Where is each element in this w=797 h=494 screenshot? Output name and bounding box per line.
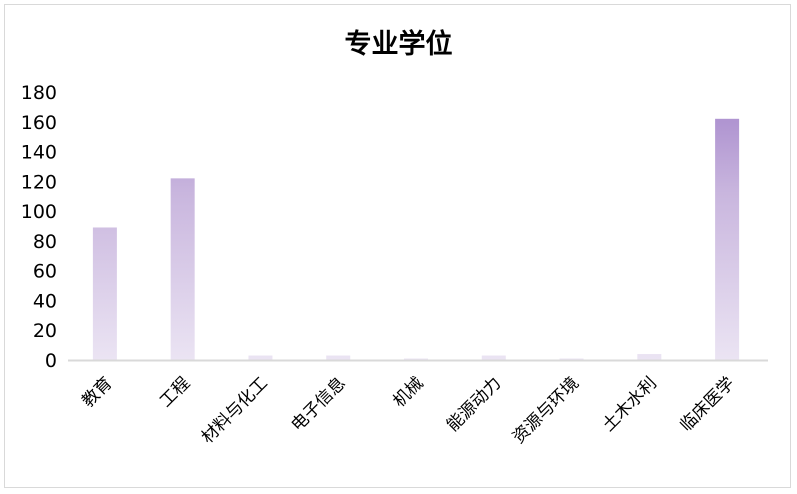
x-tick-label: 材料与化工 [198,373,272,447]
bar [404,358,428,360]
x-tick-label: 能源动力 [443,373,505,435]
y-tick-label: 40 [33,290,57,312]
bar [637,354,662,360]
y-tick-label: 20 [33,320,57,342]
bar [248,355,273,360]
y-tick-label: 0 [45,350,57,372]
x-tick-label: 教育 [78,373,116,411]
y-tick-label: 60 [33,261,57,283]
x-tick-label: 机械 [389,373,427,411]
y-tick-label: 160 [21,112,57,134]
bar [170,178,195,360]
y-tick-label: 80 [33,231,57,253]
x-tick-label: 资源与环境 [509,373,583,447]
bar [481,355,506,360]
bar [92,227,117,360]
y-tick-label: 140 [21,142,57,164]
x-tick-label: 工程 [156,373,194,411]
bar [326,355,351,360]
bar [559,358,584,360]
x-tick-label: 电子信息 [288,373,350,435]
y-tick-label: 100 [21,201,57,223]
y-tick-label: 180 [21,82,57,104]
bar [715,118,740,360]
x-tick-label: 土木水利 [599,373,661,435]
chart-title: 专业学位 [344,29,453,60]
y-tick-label: 120 [21,171,57,193]
chart-frame [4,4,791,488]
x-tick-label: 临床医学 [676,373,738,435]
